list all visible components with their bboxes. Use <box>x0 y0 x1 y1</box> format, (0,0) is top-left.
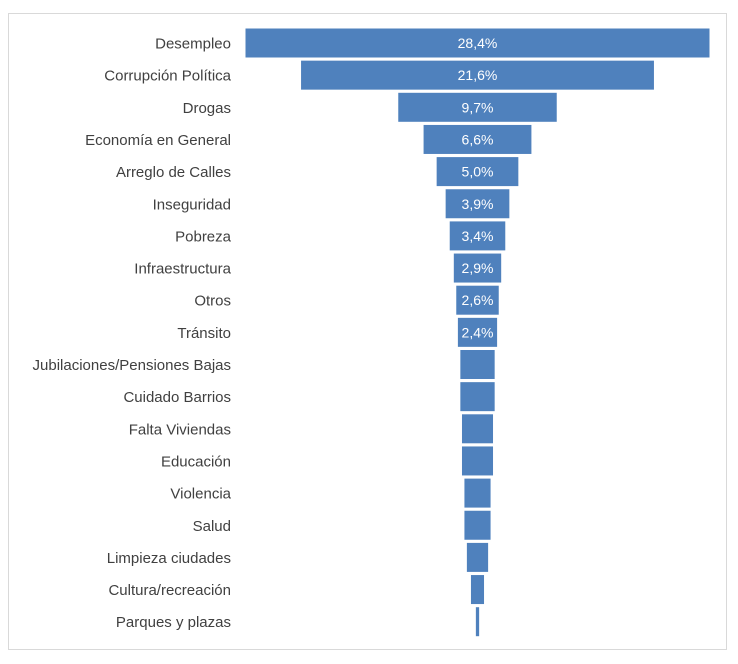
funnel-bar-5 <box>436 157 519 187</box>
category-labels-layer: Desempleo Corrupción Política Drogas Econom… <box>33 36 232 632</box>
funnel-bar-2 <box>301 60 654 90</box>
funnel-bar-12 <box>460 382 495 412</box>
category-label: Otros <box>194 293 231 310</box>
category-label: Desempleo <box>155 36 231 53</box>
category-label: Infraestructura <box>134 261 231 278</box>
data-label: 21,6% <box>458 67 498 83</box>
funnel-bar-6 <box>445 189 510 219</box>
funnel-bar-7 <box>449 221 506 251</box>
category-label: Economía en General <box>85 132 231 149</box>
category-label: Tránsito <box>177 325 231 342</box>
bars-layer <box>245 28 710 637</box>
category-label: Cultura/recreación <box>108 582 231 599</box>
data-label: 9,7% <box>462 99 494 115</box>
data-label: 28,4% <box>458 35 498 51</box>
data-label: 5,0% <box>462 164 494 180</box>
category-label: Limpieza ciudades <box>107 550 231 567</box>
data-label: 2,6% <box>462 292 494 308</box>
funnel-bar-4 <box>423 124 532 154</box>
funnel-bar-16 <box>464 510 491 540</box>
category-label: Corrupción Política <box>104 68 231 85</box>
funnel-bar-19 <box>475 607 480 637</box>
data-label: 3,9% <box>462 196 494 212</box>
category-label: Jubilaciones/Pensiones Bajas <box>33 357 231 374</box>
data-label: 3,4% <box>462 228 494 244</box>
data-label: 6,6% <box>462 131 494 147</box>
chart-frame <box>8 13 727 650</box>
category-label: Drogas <box>183 100 231 117</box>
category-label: Violencia <box>170 486 231 503</box>
funnel-bar-11 <box>460 350 495 379</box>
category-label: Cuidado Barrios <box>123 389 231 406</box>
funnel-bar-13 <box>461 414 494 444</box>
funnel-bar-17 <box>466 542 489 572</box>
funnel-bar-18 <box>470 575 485 605</box>
funnel-bar-10 <box>457 317 498 347</box>
data-label: 2,9% <box>462 260 494 276</box>
category-label: Falta Viviendas <box>129 421 231 438</box>
funnel-bar-1 <box>245 28 710 58</box>
category-label: Arreglo de Calles <box>116 164 231 181</box>
data-labels-layer: 28,4% 21,6% 9,7% 6,6% 5,0% 3,9% 3,4% 2,9% 2,6% 2,… <box>458 35 498 340</box>
funnel-bar-9 <box>456 285 499 315</box>
category-label: Parques y plazas <box>116 614 231 631</box>
funnel-bar-14 <box>461 446 494 476</box>
funnel-bar-8 <box>453 253 502 283</box>
category-label: Educación <box>161 453 231 470</box>
category-label: Inseguridad <box>153 196 231 213</box>
funnel-bar-15 <box>464 478 491 508</box>
data-label: 2,4% <box>462 324 494 340</box>
funnel-bar-3 <box>398 92 557 122</box>
category-label: Salud <box>193 518 231 535</box>
category-label: Pobreza <box>175 228 232 245</box>
